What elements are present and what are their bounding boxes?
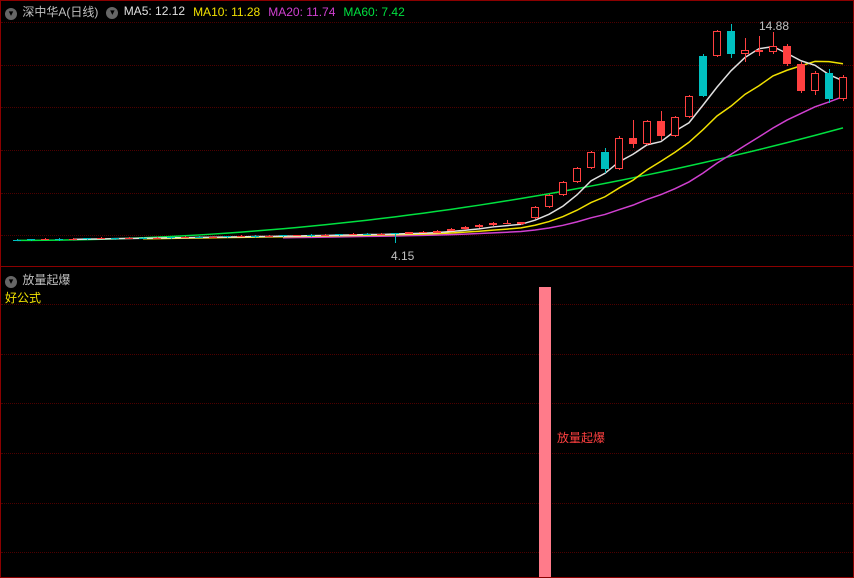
indicator-side-text: 好公式	[5, 289, 41, 306]
chevron-down-icon[interactable]: ▾	[5, 8, 17, 20]
stock-chart-container: ▾ 深中华A(日线) ▾ MA5: 12.12 MA10: 11.28 MA20…	[0, 0, 854, 578]
signal-label: 放量起爆	[557, 429, 605, 446]
stock-title: ▾ 深中华A(日线)	[5, 3, 98, 20]
high-price-label: 14.88	[759, 19, 789, 33]
chevron-down-icon[interactable]: ▾	[5, 276, 17, 288]
ma5-indicator-label: ▾ MA5: 12.12	[106, 4, 185, 19]
candlestick-chart[interactable]: ▾ 深中华A(日线) ▾ MA5: 12.12 MA10: 11.28 MA20…	[1, 1, 853, 267]
indicator-title: ▾ 放量起爆	[5, 271, 70, 288]
ma10-indicator-label: MA10: 11.28	[193, 5, 260, 19]
chart-header: ▾ 深中华A(日线) ▾ MA5: 12.12 MA10: 11.28 MA20…	[5, 3, 405, 20]
chevron-down-icon[interactable]: ▾	[106, 7, 118, 19]
indicator-panel[interactable]: ▾ 放量起爆 好公式 放量起爆	[1, 267, 853, 577]
signal-bar	[539, 287, 551, 577]
low-price-label: 4.15	[391, 249, 414, 263]
ma20-indicator-label: MA20: 11.74	[268, 5, 335, 19]
ma60-indicator-label: MA60: 7.42	[343, 5, 404, 19]
